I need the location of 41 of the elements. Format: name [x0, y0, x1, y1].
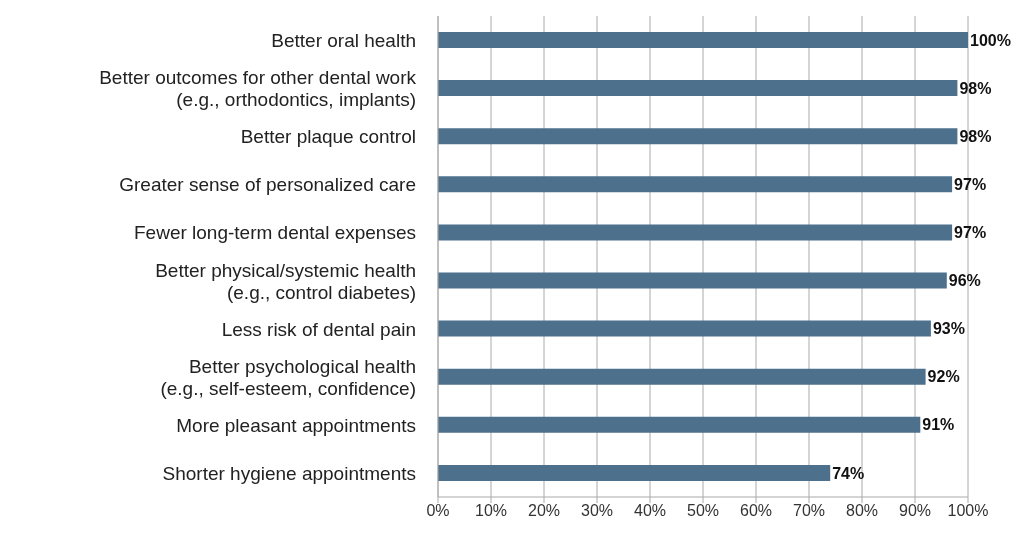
bar — [438, 128, 958, 145]
bar — [438, 80, 958, 97]
y-tick-label: Better physical/systemic health (e.g., control diabetes) — [155, 259, 416, 303]
bar — [438, 272, 947, 289]
x-tick-label: 50% — [686, 502, 720, 520]
data-label: 98% — [959, 79, 992, 97]
y-tick-label: Fewer long-term dental expenses — [134, 221, 416, 243]
bar — [438, 416, 921, 433]
y-tick-label: Less risk of dental pain — [221, 318, 416, 340]
y-tick-label: Better plaque control — [240, 125, 416, 147]
y-tick-label: Better oral health — [271, 29, 416, 51]
x-tick-label: 20% — [527, 502, 561, 520]
data-label: 93% — [932, 320, 965, 338]
data-label: 97% — [954, 224, 987, 242]
data-label: 100% — [970, 31, 1011, 49]
bar — [438, 464, 831, 481]
y-tick-label: Shorter hygiene appointments — [162, 462, 416, 484]
x-tick-label: 90% — [898, 502, 932, 520]
bar — [438, 32, 968, 48]
bar — [438, 320, 931, 337]
y-tick-label: Better psychological health (e.g., self-esteem, confidence) — [160, 355, 416, 399]
x-tick-label: 40% — [633, 502, 667, 520]
x-tick-label: 80% — [845, 502, 879, 520]
x-tick-label: 0% — [426, 502, 450, 520]
x-tick-label: 70% — [792, 502, 826, 520]
x-tick-label: 60% — [739, 502, 773, 520]
x-tick-label: 100% — [947, 502, 989, 520]
data-label: 74% — [832, 464, 865, 482]
data-label: 98% — [959, 127, 992, 145]
y-tick-label: More pleasant appointments — [176, 414, 416, 436]
bar — [438, 368, 926, 385]
data-label: 97% — [954, 175, 987, 193]
data-label: 92% — [927, 368, 960, 386]
x-tick-label: 10% — [474, 502, 508, 520]
y-tick-label: Better outcomes for other dental work (e.g., orthodontics, implants) — [99, 66, 417, 110]
y-tick-label: Greater sense of personalized care — [119, 173, 416, 195]
bar — [438, 176, 953, 193]
x-tick-label: 30% — [580, 502, 614, 520]
bar — [438, 224, 953, 241]
data-label: 91% — [922, 416, 955, 434]
data-label: 96% — [948, 272, 981, 290]
